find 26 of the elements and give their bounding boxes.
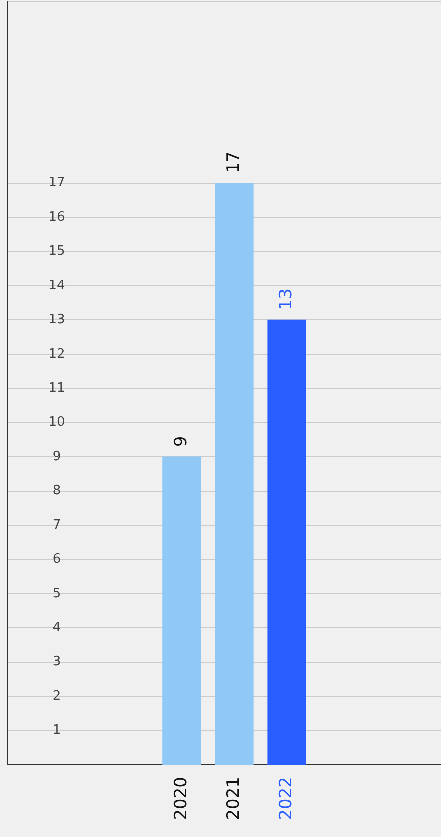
data-label: 13 xyxy=(276,288,296,310)
y-tick-label: 3 xyxy=(52,654,62,670)
y-tick-label: 10 xyxy=(48,415,66,430)
y-tick-label: 11 xyxy=(48,381,66,396)
y-tick-label: 17 xyxy=(48,176,66,191)
data-label: 9 xyxy=(171,436,192,448)
y-tick-label: 6 xyxy=(52,552,62,568)
y-tick-label: 13 xyxy=(48,312,66,328)
y-tick-label: 16 xyxy=(48,210,66,225)
y-tick-label: 4 xyxy=(52,620,62,636)
x-tick-label: 2022 xyxy=(276,777,296,820)
y-tick-label: 7 xyxy=(52,518,62,533)
y-tick-label: 1 xyxy=(52,723,62,738)
y-tick-label: 2 xyxy=(52,688,62,704)
y-tick-label: 15 xyxy=(48,244,66,260)
y-tick-label: 14 xyxy=(48,278,66,294)
bar xyxy=(215,183,254,765)
y-tick-label: 12 xyxy=(48,346,66,362)
x-tick-label: 2020 xyxy=(171,777,192,820)
y-tick-label: 9 xyxy=(52,449,62,464)
bar xyxy=(268,320,306,765)
y-tick-label: 5 xyxy=(52,586,62,602)
x-tick-label: 2021 xyxy=(224,777,244,820)
y-tick-label: 8 xyxy=(52,484,62,499)
bar xyxy=(162,456,202,765)
data-label: 17 xyxy=(224,152,244,174)
